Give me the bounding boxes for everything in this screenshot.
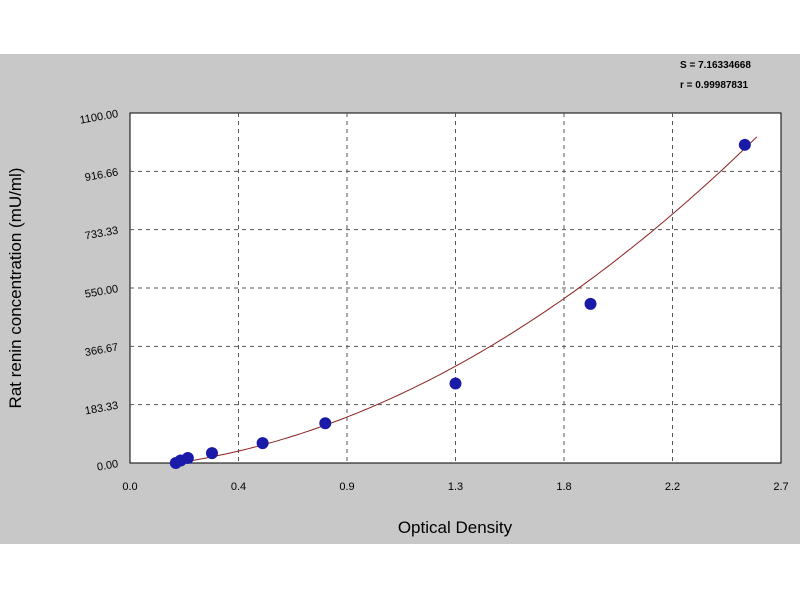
stat-s: S = 7.16334668	[680, 60, 751, 71]
data-point	[319, 417, 332, 430]
data-point	[256, 437, 269, 450]
y-axis-ticks: 0.00 183.33 366.67 550.00 733.33 916.66 1100.0…	[79, 108, 119, 474]
data-point	[449, 377, 462, 390]
x-tick-label: 0.4	[231, 481, 246, 493]
x-axis-ticks: 0.0 0.4 0.9 1.3 1.8 2.2 2.7	[122, 481, 788, 493]
x-tick-label: 1.3	[448, 481, 463, 493]
y-tick-label: 183.33	[84, 400, 119, 418]
grid	[130, 113, 781, 463]
y-tick-label: 366.67	[84, 341, 119, 359]
y-tick-label: 550.00	[84, 283, 119, 301]
data-points	[169, 138, 751, 469]
data-point	[738, 138, 751, 151]
data-point	[584, 297, 597, 310]
x-axis-title: Optical Density	[398, 518, 513, 537]
data-point	[205, 447, 218, 460]
x-tick-label: 0.0	[122, 481, 137, 493]
y-tick-label: 1100.00	[79, 108, 119, 127]
y-tick-label: 0.00	[96, 458, 119, 474]
x-tick-label: 0.9	[339, 481, 354, 493]
stat-r: r = 0.99987831	[680, 80, 749, 91]
fit-curve	[175, 136, 758, 464]
y-axis-title: Rat renin concentration (mU/ml)	[6, 168, 25, 409]
x-tick-label: 1.8	[556, 481, 571, 493]
y-tick-label: 916.66	[84, 166, 119, 184]
x-tick-label: 2.2	[665, 481, 680, 493]
y-tick-label: 733.33	[84, 225, 119, 243]
x-tick-label: 2.7	[773, 481, 788, 493]
data-point	[181, 452, 194, 465]
